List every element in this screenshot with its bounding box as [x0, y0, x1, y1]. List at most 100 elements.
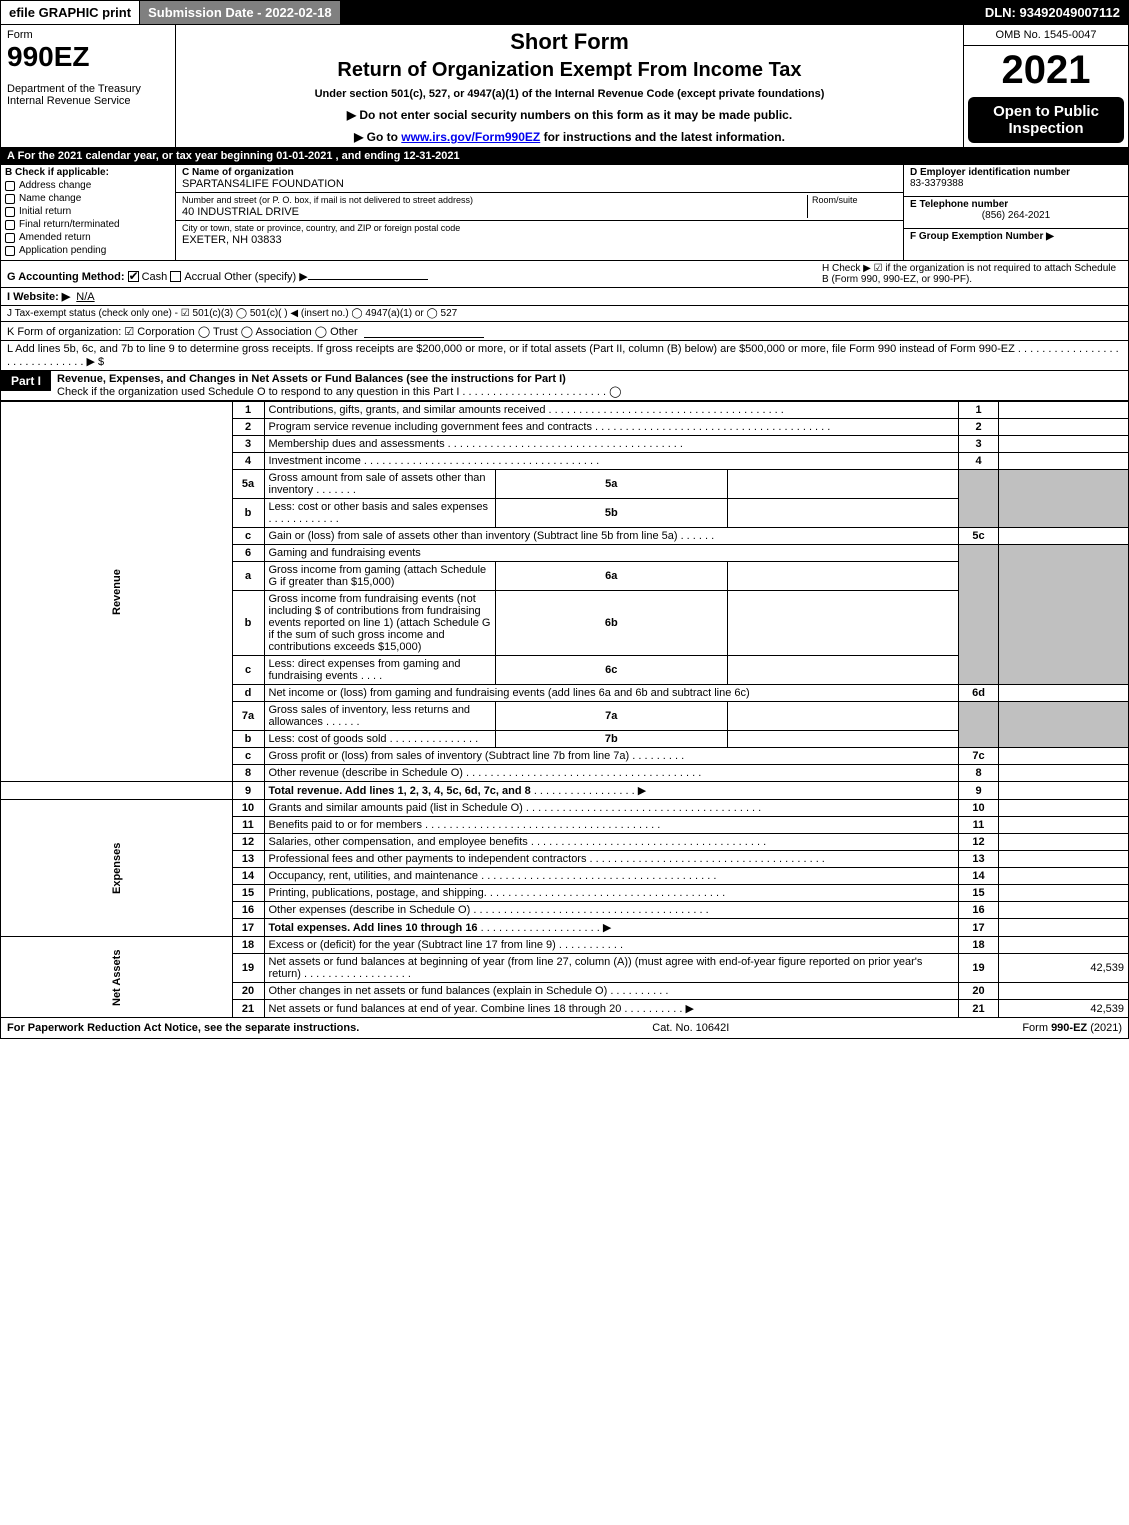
amt-5c — [999, 528, 1129, 545]
irs-link[interactable]: www.irs.gov/Form990EZ — [401, 130, 540, 144]
sidelabel-netassets: Net Assets — [1, 937, 233, 1018]
line-a: A For the 2021 calendar year, or tax yea… — [0, 148, 1129, 165]
cb-amended-return[interactable]: Amended return — [5, 232, 171, 243]
part1-check: Check if the organization used Schedule … — [57, 386, 621, 398]
sub-6b — [727, 591, 959, 656]
amt-18 — [999, 937, 1129, 954]
submission-date: Submission Date - 2022-02-18 — [140, 0, 341, 25]
efile-label: efile GRAPHIC print — [0, 0, 140, 25]
row-10: Expenses 10Grants and similar amounts pa… — [1, 800, 1129, 817]
paperwork-notice: For Paperwork Reduction Act Notice, see … — [7, 1022, 359, 1034]
amt-19: 42,539 — [999, 954, 1129, 983]
form-ref: Form 990-EZ (2021) — [1022, 1022, 1122, 1034]
street-block: Number and street (or P. O. box, if mail… — [176, 193, 903, 221]
open-inspection: Open to Public Inspection — [968, 97, 1124, 143]
line-h: H Check ▶ ☑ if the organization is not r… — [822, 263, 1122, 285]
amt-17 — [999, 919, 1129, 937]
amt-12 — [999, 834, 1129, 851]
street-addr: 40 INDUSTRIAL DRIVE — [182, 206, 299, 218]
cb-accrual[interactable] — [170, 271, 181, 282]
row-1: Revenue 1Contributions, gifts, grants, a… — [1, 402, 1129, 419]
cb-final-return[interactable]: Final return/terminated — [5, 219, 171, 230]
line-i: I Website: ▶ N/A — [0, 288, 1129, 306]
ssn-warning: ▶ Do not enter social security numbers o… — [182, 108, 957, 122]
box-c: C Name of organization SPARTANS4LIFE FOU… — [176, 165, 903, 260]
line-g: G Accounting Method: Cash Accrual Other … — [7, 266, 428, 283]
line-k: K Form of organization: ☑ Corporation ◯ … — [0, 322, 1129, 341]
sub-7a — [727, 702, 959, 731]
k-text: K Form of organization: ☑ Corporation ◯ … — [7, 325, 358, 338]
main-table: Revenue 1Contributions, gifts, grants, a… — [0, 401, 1129, 1018]
amt-15 — [999, 885, 1129, 902]
cb-name-change[interactable]: Name change — [5, 193, 171, 204]
amt-8 — [999, 765, 1129, 782]
row-9: 9Total revenue. Add lines 1, 2, 3, 4, 5c… — [1, 782, 1129, 800]
goto-pre: ▶ Go to — [354, 130, 401, 144]
header-left: Form 990EZ Department of the Treasury In… — [1, 25, 176, 147]
d-label: D Employer identification number — [910, 167, 1070, 178]
amt-7c — [999, 748, 1129, 765]
group-exemption-block: F Group Exemption Number ▶ — [904, 229, 1128, 260]
tax-year: 2021 — [964, 46, 1128, 95]
cb-address-change[interactable]: Address change — [5, 180, 171, 191]
c-label: C Name of organization — [182, 167, 294, 178]
sub-6c — [727, 656, 959, 685]
ein-block: D Employer identification number 83-3379… — [904, 165, 1128, 197]
form-number: 990EZ — [7, 41, 169, 73]
form-header: Form 990EZ Department of the Treasury In… — [0, 25, 1129, 148]
page-footer: For Paperwork Reduction Act Notice, see … — [0, 1018, 1129, 1039]
amt-10 — [999, 800, 1129, 817]
e-label: E Telephone number — [910, 199, 1008, 210]
part1-header: Part I Revenue, Expenses, and Changes in… — [0, 371, 1129, 401]
cat-no: Cat. No. 10642I — [652, 1022, 729, 1034]
omb-number: OMB No. 1545-0047 — [964, 25, 1128, 46]
header-middle: Short Form Return of Organization Exempt… — [176, 25, 963, 147]
other-specify-input[interactable] — [308, 266, 428, 280]
box-b: B Check if applicable: Address change Na… — [1, 165, 176, 260]
amt-16 — [999, 902, 1129, 919]
addr-label: Number and street (or P. O. box, if mail… — [182, 195, 473, 205]
room-label: Room/suite — [812, 195, 858, 205]
part1-desc: Revenue, Expenses, and Changes in Net As… — [51, 371, 627, 400]
top-bar: efile GRAPHIC print Submission Date - 20… — [0, 0, 1129, 25]
part1-title: Revenue, Expenses, and Changes in Net As… — [57, 373, 566, 385]
i-label: I Website: ▶ — [7, 290, 70, 303]
city-state-zip: EXETER, NH 03833 — [182, 234, 282, 246]
ein-value: 83-3379388 — [910, 178, 963, 189]
form-word: Form — [7, 29, 169, 41]
sidelabel-expenses: Expenses — [1, 800, 233, 937]
goto-note: ▶ Go to www.irs.gov/Form990EZ for instru… — [182, 130, 957, 144]
sub-6a — [727, 562, 959, 591]
amt-21: 42,539 — [999, 1000, 1129, 1018]
amt-1 — [999, 402, 1129, 419]
amt-9 — [999, 782, 1129, 800]
cb-application-pending[interactable]: Application pending — [5, 245, 171, 256]
topbar-spacer — [341, 0, 976, 25]
line-j: J Tax-exempt status (check only one) - ☑… — [0, 306, 1129, 322]
website-value: N/A — [76, 291, 94, 303]
k-other-input[interactable] — [364, 324, 484, 338]
header-right: OMB No. 1545-0047 2021 Open to Public In… — [963, 25, 1128, 147]
amt-6d — [999, 685, 1129, 702]
f-label: F Group Exemption Number ▶ — [910, 231, 1054, 242]
under-section: Under section 501(c), 527, or 4947(a)(1)… — [182, 88, 957, 100]
section-b-to-f: B Check if applicable: Address change Na… — [0, 165, 1129, 261]
amt-13 — [999, 851, 1129, 868]
box-b-title: B Check if applicable: — [5, 167, 171, 178]
cb-initial-return[interactable]: Initial return — [5, 206, 171, 217]
line-g-h: G Accounting Method: Cash Accrual Other … — [0, 261, 1129, 288]
row-18: Net Assets 18Excess or (deficit) for the… — [1, 937, 1129, 954]
city-label: City or town, state or province, country… — [182, 223, 460, 233]
amt-2 — [999, 419, 1129, 436]
short-form-title: Short Form — [182, 29, 957, 55]
amt-20 — [999, 983, 1129, 1000]
org-name-block: C Name of organization SPARTANS4LIFE FOU… — [176, 165, 903, 193]
line-l: L Add lines 5b, 6c, and 7b to line 9 to … — [0, 341, 1129, 371]
cb-cash[interactable] — [128, 271, 139, 282]
box-d-e-f: D Employer identification number 83-3379… — [903, 165, 1128, 260]
dln-label: DLN: 93492049007112 — [976, 0, 1129, 25]
phone-value: (856) 264-2021 — [910, 210, 1122, 221]
dept-treasury: Department of the Treasury Internal Reve… — [7, 83, 169, 107]
main-title: Return of Organization Exempt From Incom… — [182, 59, 957, 82]
part1-bar: Part I — [1, 371, 51, 391]
